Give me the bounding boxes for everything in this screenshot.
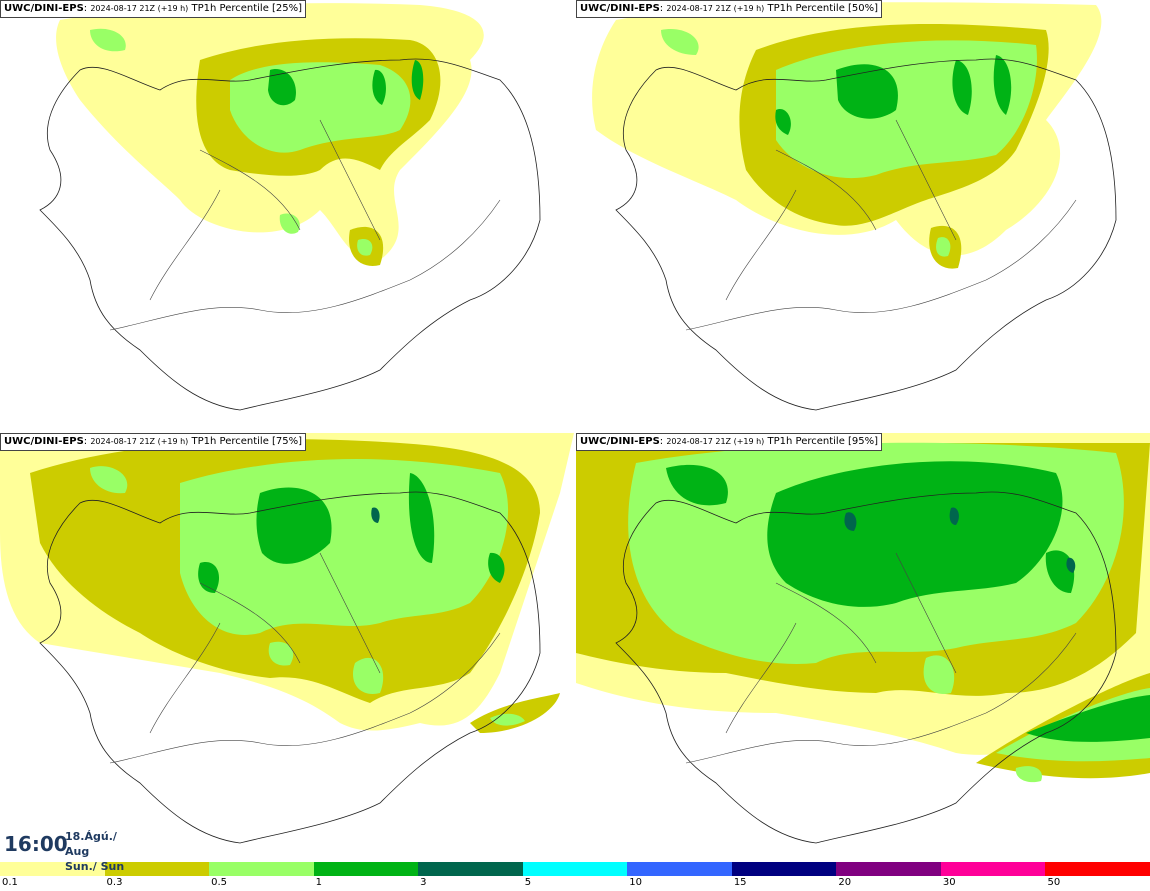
model-name: UWC/DINI-EPS: [580, 3, 660, 14]
run-time: 2024-08-17 21Z (+19 h): [666, 437, 765, 446]
product-label: TP1h Percentile [95%]: [767, 436, 879, 447]
panel-title: UWC/DINI-EPS: 2024-08-17 21Z (+19 h) TP1…: [0, 0, 307, 18]
roads: [109, 552, 501, 764]
legend-label: 15: [733, 877, 747, 888]
legend-labels: 0.1 0.3 0.5 1 3 5 10 15 20 30 50: [0, 876, 1150, 891]
valid-day-label: Sun./ Sun: [65, 860, 125, 873]
roads: [109, 119, 501, 331]
product-label: TP1h Percentile [50%]: [767, 3, 879, 14]
run-time: 2024-08-17 21Z (+19 h): [90, 4, 189, 13]
legend-swatch: [313, 862, 419, 876]
legend-label: 5: [524, 877, 532, 888]
model-name: UWC/DINI-EPS: [4, 3, 84, 14]
legend-label: 1: [315, 877, 322, 888]
map-panel-p25: UWC/DINI-EPS: 2024-08-17 21Z (+19 h) TP1…: [0, 0, 574, 429]
legend-label: 50: [1047, 877, 1061, 888]
legend-label: 0.5: [211, 877, 227, 888]
legend-swatch: [836, 862, 941, 876]
product-label: TP1h Percentile [25%]: [191, 3, 303, 14]
valid-time: 16:00: [4, 832, 68, 856]
precip-map: [0, 433, 574, 844]
valid-date: 18.Ágú./ Aug Sun./ Sun: [65, 829, 140, 874]
valid-date-label: 18.Ágú./ Aug: [65, 830, 117, 858]
panel-title: UWC/DINI-EPS: 2024-08-17 21Z (+19 h) TP1…: [0, 433, 307, 451]
map-panel-p75: UWC/DINI-EPS: 2024-08-17 21Z (+19 h) TP1…: [0, 433, 574, 862]
model-name: UWC/DINI-EPS: [4, 436, 84, 447]
precip-map: [576, 433, 1150, 844]
roads: [685, 552, 1077, 764]
precip-field: [0, 433, 574, 733]
valid-time-box: 16:00 18.Ágú./ Aug Sun./ Sun: [0, 826, 140, 873]
run-time: 2024-08-17 21Z (+19 h): [666, 4, 765, 13]
panel-title: UWC/DINI-EPS: 2024-08-17 21Z (+19 h) TP1…: [576, 0, 883, 18]
precip-map: [592, 2, 1117, 411]
run-time: 2024-08-17 21Z (+19 h): [90, 437, 189, 446]
legend-swatch: [522, 862, 628, 876]
legend-swatch: [209, 862, 314, 876]
coastline: [39, 491, 541, 844]
legend-swatch: [940, 862, 1046, 876]
legend-swatch: [418, 862, 523, 876]
coastline: [615, 58, 1117, 411]
precip-field: [576, 433, 1150, 783]
legend-label: 20: [838, 877, 852, 888]
precip-map: [39, 3, 541, 411]
legend-swatch: [731, 862, 837, 876]
product-label: TP1h Percentile [75%]: [191, 436, 303, 447]
legend-label: 30: [942, 877, 956, 888]
legend-swatch: [104, 862, 210, 876]
precip-field: [592, 2, 1102, 269]
legend-swatch: [0, 862, 105, 876]
model-name: UWC/DINI-EPS: [580, 436, 660, 447]
panel-title: UWC/DINI-EPS: 2024-08-17 21Z (+19 h) TP1…: [576, 433, 883, 451]
color-legend: [0, 862, 1150, 876]
map-panel-p50: UWC/DINI-EPS: 2024-08-17 21Z (+19 h) TP1…: [576, 0, 1150, 429]
map-panel-p95: UWC/DINI-EPS: 2024-08-17 21Z (+19 h) TP1…: [576, 433, 1150, 862]
legend-swatch: [1045, 862, 1150, 876]
legend-label: 10: [629, 877, 642, 888]
coastline: [615, 491, 1117, 844]
coastline: [39, 58, 541, 411]
legend-label: 3: [420, 877, 427, 888]
legend-label: 0.3: [106, 877, 123, 888]
roads: [685, 119, 1077, 331]
legend-label: 0.1: [2, 877, 18, 888]
legend-swatch: [627, 862, 732, 876]
precip-field: [56, 3, 484, 266]
